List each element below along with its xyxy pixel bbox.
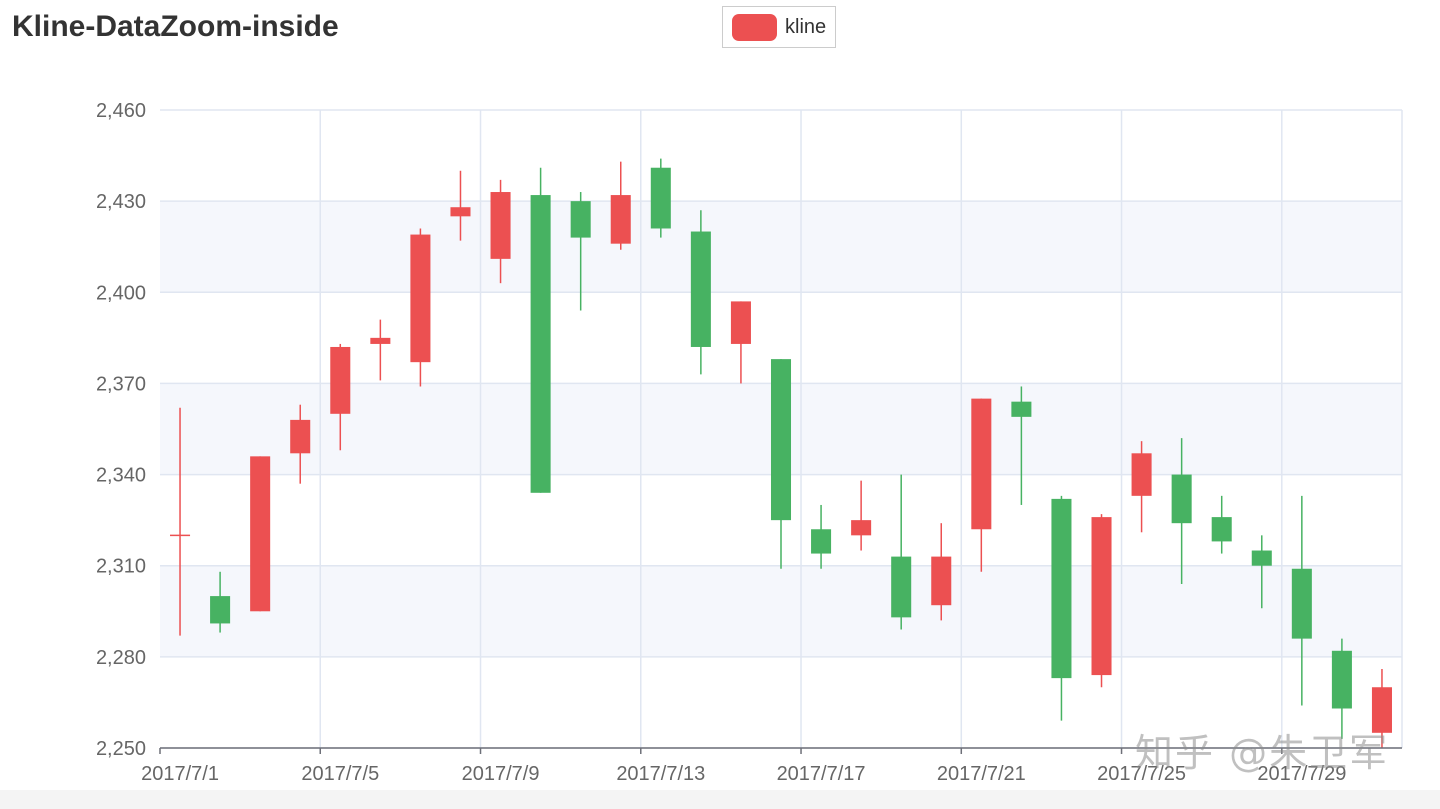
candle-body xyxy=(690,231,711,347)
x-tick-label: 2017/7/17 xyxy=(777,763,866,785)
candle-body xyxy=(290,419,311,454)
x-tick-label: 2017/7/21 xyxy=(937,763,1026,785)
x-tick-label: 2017/7/5 xyxy=(301,763,379,785)
candle xyxy=(1051,495,1072,721)
y-tick-label: 2,250 xyxy=(96,738,146,760)
chart-legend[interactable]: kline xyxy=(722,6,836,48)
x-tick-label: 2017/7/25 xyxy=(1097,763,1186,785)
candle xyxy=(811,504,832,569)
y-tick-label: 2,460 xyxy=(96,100,146,122)
candle-body xyxy=(1011,401,1032,417)
candle xyxy=(770,359,792,569)
grid-band xyxy=(160,565,1402,657)
candle xyxy=(1131,441,1152,533)
candle-body xyxy=(410,234,431,363)
candle-body xyxy=(1091,517,1112,676)
x-tick-label: 2017/7/1 xyxy=(141,763,219,785)
candles xyxy=(170,158,1392,748)
candle xyxy=(410,228,431,387)
candle-body xyxy=(770,359,792,521)
chart-title: Kline-DataZoom-inside xyxy=(12,10,339,43)
candle-body xyxy=(610,195,631,244)
legend-swatch-icon xyxy=(732,13,777,41)
candle-body xyxy=(450,207,471,217)
candle-body xyxy=(530,195,551,493)
candle xyxy=(1251,535,1272,609)
x-axis-labels: 2017/7/1 2017/7/5 2017/7/9 2017/7/13 2017/7/… xyxy=(141,763,1346,785)
candle xyxy=(1011,386,1032,505)
candle xyxy=(570,192,591,311)
candle xyxy=(1091,514,1112,688)
candle-body xyxy=(1331,650,1352,709)
candle-body xyxy=(811,529,832,554)
candle-body xyxy=(1251,550,1272,566)
axes xyxy=(159,747,1402,754)
candle xyxy=(290,404,311,484)
candle-body xyxy=(370,337,391,344)
candle-body xyxy=(650,167,671,229)
candle xyxy=(210,571,231,633)
candle-body xyxy=(851,520,872,536)
candle-body xyxy=(1211,517,1232,542)
y-axis-labels: 2,250 2,280 2,310 2,340 2,370 2,400 2,430 2,460 xyxy=(96,100,146,760)
candle-body xyxy=(931,556,952,606)
candle xyxy=(1211,495,1232,554)
candle xyxy=(1331,638,1352,739)
candle xyxy=(1371,669,1392,748)
candle-body xyxy=(330,346,351,414)
x-tick-label: 2017/7/13 xyxy=(616,763,705,785)
candle-body xyxy=(1291,568,1312,639)
candle xyxy=(1171,438,1192,584)
candle xyxy=(851,480,872,551)
candle xyxy=(330,343,351,451)
candle-body xyxy=(971,398,992,530)
candle-body xyxy=(210,596,231,624)
x-tick-label: 2017/7/9 xyxy=(462,763,540,785)
y-tick-label: 2,280 xyxy=(96,647,146,669)
candle xyxy=(971,398,992,572)
candle-body xyxy=(1371,687,1392,733)
y-tick-label: 2,430 xyxy=(96,191,146,213)
candle-body xyxy=(1131,453,1152,496)
candle xyxy=(1291,495,1312,706)
candle xyxy=(370,319,391,381)
grid-band xyxy=(160,201,1402,293)
candle xyxy=(891,474,912,630)
y-tick-label: 2,400 xyxy=(96,282,146,304)
candle xyxy=(690,210,711,375)
candle xyxy=(730,301,751,384)
candle xyxy=(931,523,952,621)
candle xyxy=(170,407,191,636)
candle-body xyxy=(1051,498,1072,679)
candle-body xyxy=(1171,474,1192,524)
watermark: 知乎 @朱卫军 xyxy=(1135,731,1390,775)
y-tick-label: 2,370 xyxy=(96,373,146,395)
candle xyxy=(250,456,271,612)
candle xyxy=(650,158,671,238)
x-tick-label: 2017/7/29 xyxy=(1257,763,1346,785)
candle-body xyxy=(730,301,751,344)
legend-label: kline xyxy=(785,15,827,38)
candle-body xyxy=(250,456,271,612)
y-tick-label: 2,310 xyxy=(96,556,146,578)
candle xyxy=(490,179,511,284)
candle xyxy=(530,167,551,493)
candle xyxy=(450,170,471,241)
candle-body xyxy=(570,201,591,238)
candle-body xyxy=(490,192,511,259)
candle xyxy=(610,161,631,250)
y-tick-label: 2,340 xyxy=(96,465,146,487)
candle-body xyxy=(891,556,912,618)
bottom-bar xyxy=(0,790,1440,809)
